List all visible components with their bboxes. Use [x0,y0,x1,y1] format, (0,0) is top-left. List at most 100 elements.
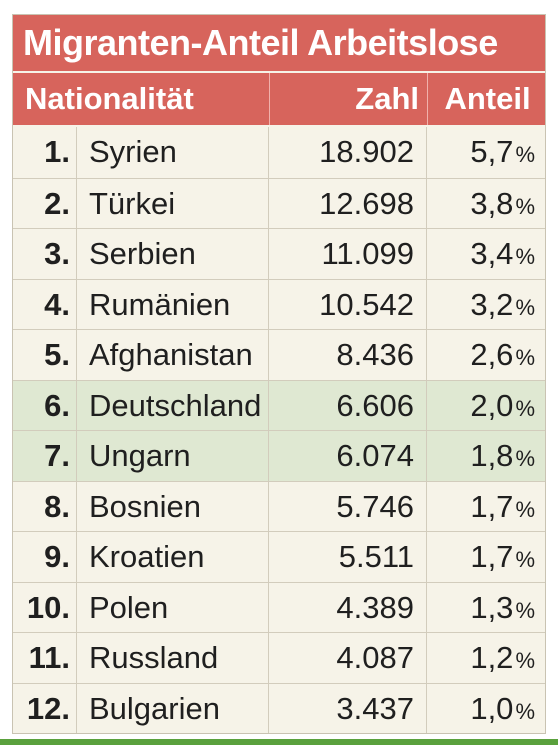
count-cell: 4.389 [269,582,427,632]
table-row: 3. Serbien 11.099 3,4% [13,228,545,279]
share-cell-text: 1,7 [470,488,514,524]
count-cell: 8.436 [269,330,427,380]
table-row: 4. Rumänien 10.542 3,2% [13,278,545,329]
nationality-cell: Türkei [77,178,269,228]
count-cell-text: 11.099 [321,236,414,271]
rank-cell: 12. [13,683,77,733]
table-row: 5. Afghanistan 8.436 2,6% [13,329,545,380]
share-cell: 1,7% [427,482,547,532]
table-card: Migranten-Anteil Arbeitslose Nationalitä… [12,14,546,734]
nationality-cell: Bosnien [77,481,269,531]
percent-sign: % [515,597,535,623]
nationality-cell-text: Syrien [89,134,177,169]
percent-sign: % [515,648,535,673]
count-cell: 5.511 [269,532,427,582]
nationality-cell: Afghanistan [77,330,269,380]
rank-cell-text: 11. [28,640,70,675]
percent-sign: % [515,496,535,522]
nationality-cell-text: Afghanistan [89,337,253,372]
table-row: 9. Kroatien 5.511 1,7% [13,531,545,582]
nationality-cell: Kroatien [77,532,269,582]
share-cell: 3,8% [427,179,547,229]
share-cell-text: 1,8 [470,438,514,473]
share-cell-text: 3,2 [470,286,514,322]
nationality-cell-text: Bosnien [89,488,202,524]
nationality-cell: Russland [77,633,269,683]
nationality-cell-text: Kroatien [89,539,205,574]
rank-cell: 2. [13,178,77,228]
header-count: Zahl [269,73,427,125]
nationality-cell: Polen [77,582,269,632]
count-cell-text: 5.511 [338,539,414,574]
count-cell-text: 8.436 [336,337,414,372]
share-cell: 1,7% [427,532,547,582]
rank-cell: 10. [13,582,77,632]
table-row: 10. Polen 4.389 1,3% [13,581,547,633]
share-cell-text: 1,2 [470,640,514,675]
share-cell: 1,0% [427,684,547,734]
count-cell: 11.099 [269,229,427,279]
share-cell-text: 2,6 [470,337,514,372]
count-cell-text: 10.542 [319,286,414,322]
nationality-cell: Serbien [77,229,269,279]
rank-cell: 3. [13,229,77,279]
rank-cell: 5. [13,330,77,380]
rank-cell-text: 7. [44,438,70,473]
share-cell-text: 1,3 [470,589,514,625]
count-cell-text: 18.902 [319,134,414,169]
count-cell-text: 5.746 [336,488,414,524]
nationality-cell-text: Serbien [89,236,196,271]
nationality-cell: Ungarn [77,431,269,481]
header-nationality: Nationalität [25,81,194,116]
percent-sign: % [515,345,535,370]
share-cell-text: 3,4 [470,236,514,271]
table-row: 1. Syrien 18.902 5,7% [13,127,545,178]
share-cell: 1,2% [427,633,547,683]
share-cell: 3,4% [427,229,547,279]
rank-cell-text: 5. [44,337,70,372]
percent-sign: % [515,244,535,269]
rank-cell: 9. [13,532,77,582]
nationality-cell-text: Ungarn [89,438,191,473]
share-cell-text: 3,8 [470,185,514,221]
rank-cell-text: 12. [26,690,70,726]
table-row: 2. Türkei 12.698 3,8% [13,177,547,229]
count-cell: 18.902 [269,127,427,178]
table-title: Migranten-Anteil Arbeitslose [13,15,545,71]
share-cell-text: 5,7 [470,134,514,169]
count-cell-text: 4.389 [336,589,414,625]
share-cell-text: 1,0 [470,690,514,726]
table-row: 7. Ungarn 6.074 1,8% [13,430,545,481]
count-cell: 5.746 [269,481,427,531]
count-cell-text: 4.087 [336,640,414,675]
rank-cell-text: 2. [44,185,70,221]
percent-sign: % [515,193,535,219]
nationality-cell-text: Türkei [89,185,176,221]
count-cell-text: 12.698 [319,185,414,221]
rank-cell-text: 9. [44,539,70,574]
percent-sign: % [515,698,535,724]
rank-cell: 1. [13,127,77,178]
share-cell: 1,8% [427,431,547,481]
nationality-cell: Rumänien [77,279,269,329]
rank-cell: 7. [13,431,77,481]
count-cell: 6.074 [269,431,427,481]
count-cell: 3.437 [269,683,427,733]
nationality-cell-text: Bulgarien [89,690,220,726]
share-cell: 2,0% [427,381,547,431]
table-header-row: Nationalität Zahl Anteil [13,73,545,125]
share-cell-text: 2,0 [470,387,514,423]
rank-cell-text: 6. [44,387,70,423]
count-cell: 12.698 [269,178,427,228]
share-cell: 2,6% [427,330,547,380]
rank-cell-text: 3. [44,236,70,271]
rank-cell-text: 8. [44,488,70,524]
percent-sign: % [515,142,535,167]
bottom-divider [0,739,558,745]
table-body: 1. Syrien 18.902 5,7% 2. Türkei 12.698 3,8% 3. Se… [13,127,545,733]
rank-cell: 4. [13,279,77,329]
rank-cell: 6. [13,380,77,430]
nationality-cell: Bulgarien [77,683,269,733]
rank-cell-text: 10. [26,589,70,625]
share-cell: 1,3% [427,583,547,633]
